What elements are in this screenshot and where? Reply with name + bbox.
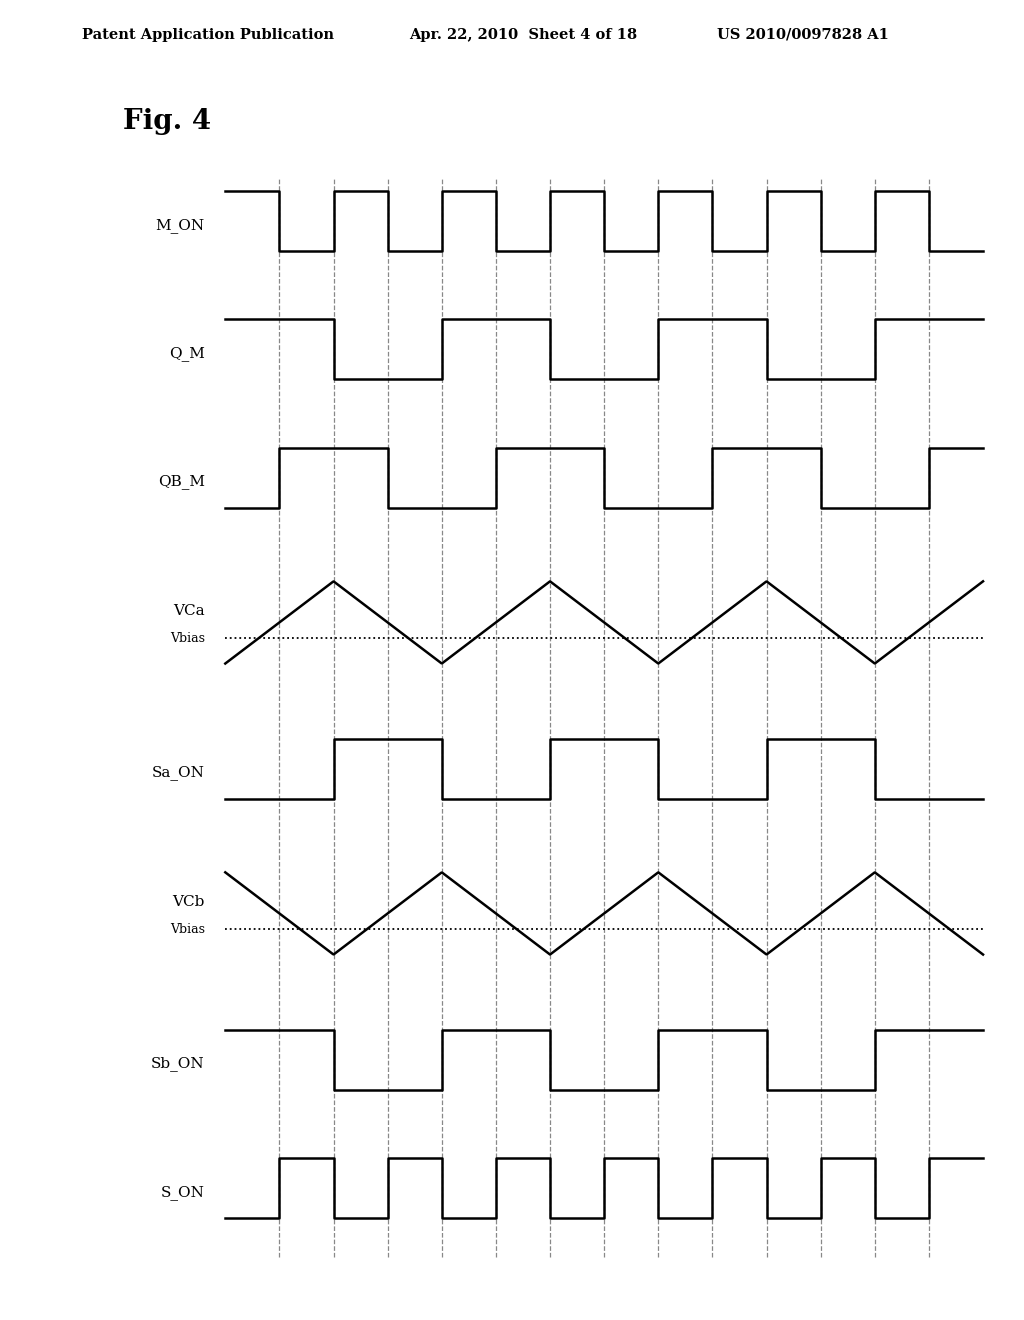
Text: Vbias: Vbias bbox=[170, 923, 205, 936]
Text: Apr. 22, 2010  Sheet 4 of 18: Apr. 22, 2010 Sheet 4 of 18 bbox=[410, 28, 638, 42]
Text: M_ON: M_ON bbox=[156, 218, 205, 232]
Text: Fig. 4: Fig. 4 bbox=[123, 108, 211, 135]
Text: VCb: VCb bbox=[172, 895, 205, 909]
Text: QB_M: QB_M bbox=[158, 475, 205, 490]
Text: Q_M: Q_M bbox=[169, 346, 205, 362]
Text: Sb_ON: Sb_ON bbox=[152, 1056, 205, 1072]
Text: Patent Application Publication: Patent Application Publication bbox=[82, 28, 334, 42]
Text: S_ON: S_ON bbox=[161, 1185, 205, 1200]
Text: US 2010/0097828 A1: US 2010/0097828 A1 bbox=[717, 28, 889, 42]
Text: VCa: VCa bbox=[173, 605, 205, 618]
Text: Vbias: Vbias bbox=[170, 632, 205, 645]
Text: Sa_ON: Sa_ON bbox=[152, 766, 205, 780]
